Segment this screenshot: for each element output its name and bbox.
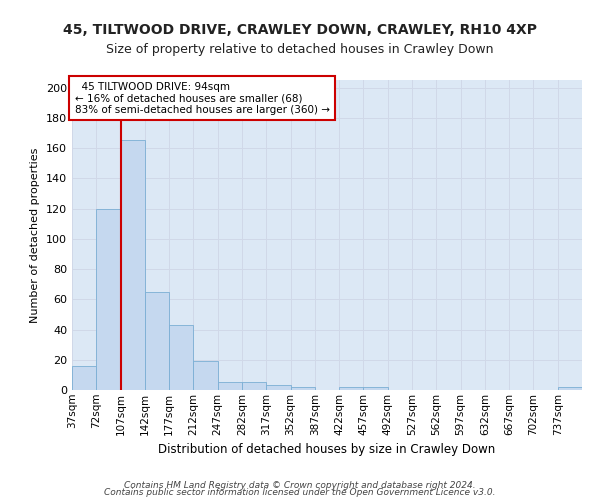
Bar — [96, 208, 121, 390]
Bar — [266, 386, 290, 390]
Bar — [169, 325, 193, 390]
Bar — [193, 362, 218, 390]
Text: Contains HM Land Registry data © Crown copyright and database right 2024.: Contains HM Land Registry data © Crown c… — [124, 480, 476, 490]
Text: Size of property relative to detached houses in Crawley Down: Size of property relative to detached ho… — [106, 42, 494, 56]
Text: 45, TILTWOOD DRIVE, CRAWLEY DOWN, CRAWLEY, RH10 4XP: 45, TILTWOOD DRIVE, CRAWLEY DOWN, CRAWLE… — [63, 22, 537, 36]
Bar — [72, 366, 96, 390]
Bar — [558, 387, 582, 390]
X-axis label: Distribution of detached houses by size in Crawley Down: Distribution of detached houses by size … — [158, 443, 496, 456]
Y-axis label: Number of detached properties: Number of detached properties — [31, 148, 40, 322]
Bar — [242, 382, 266, 390]
Bar — [364, 387, 388, 390]
Bar — [339, 387, 364, 390]
Bar — [218, 382, 242, 390]
Text: 45 TILTWOOD DRIVE: 94sqm
← 16% of detached houses are smaller (68)
83% of semi-d: 45 TILTWOOD DRIVE: 94sqm ← 16% of detach… — [74, 82, 329, 115]
Bar — [290, 387, 315, 390]
Bar — [121, 140, 145, 390]
Bar — [145, 292, 169, 390]
Text: Contains public sector information licensed under the Open Government Licence v3: Contains public sector information licen… — [104, 488, 496, 497]
